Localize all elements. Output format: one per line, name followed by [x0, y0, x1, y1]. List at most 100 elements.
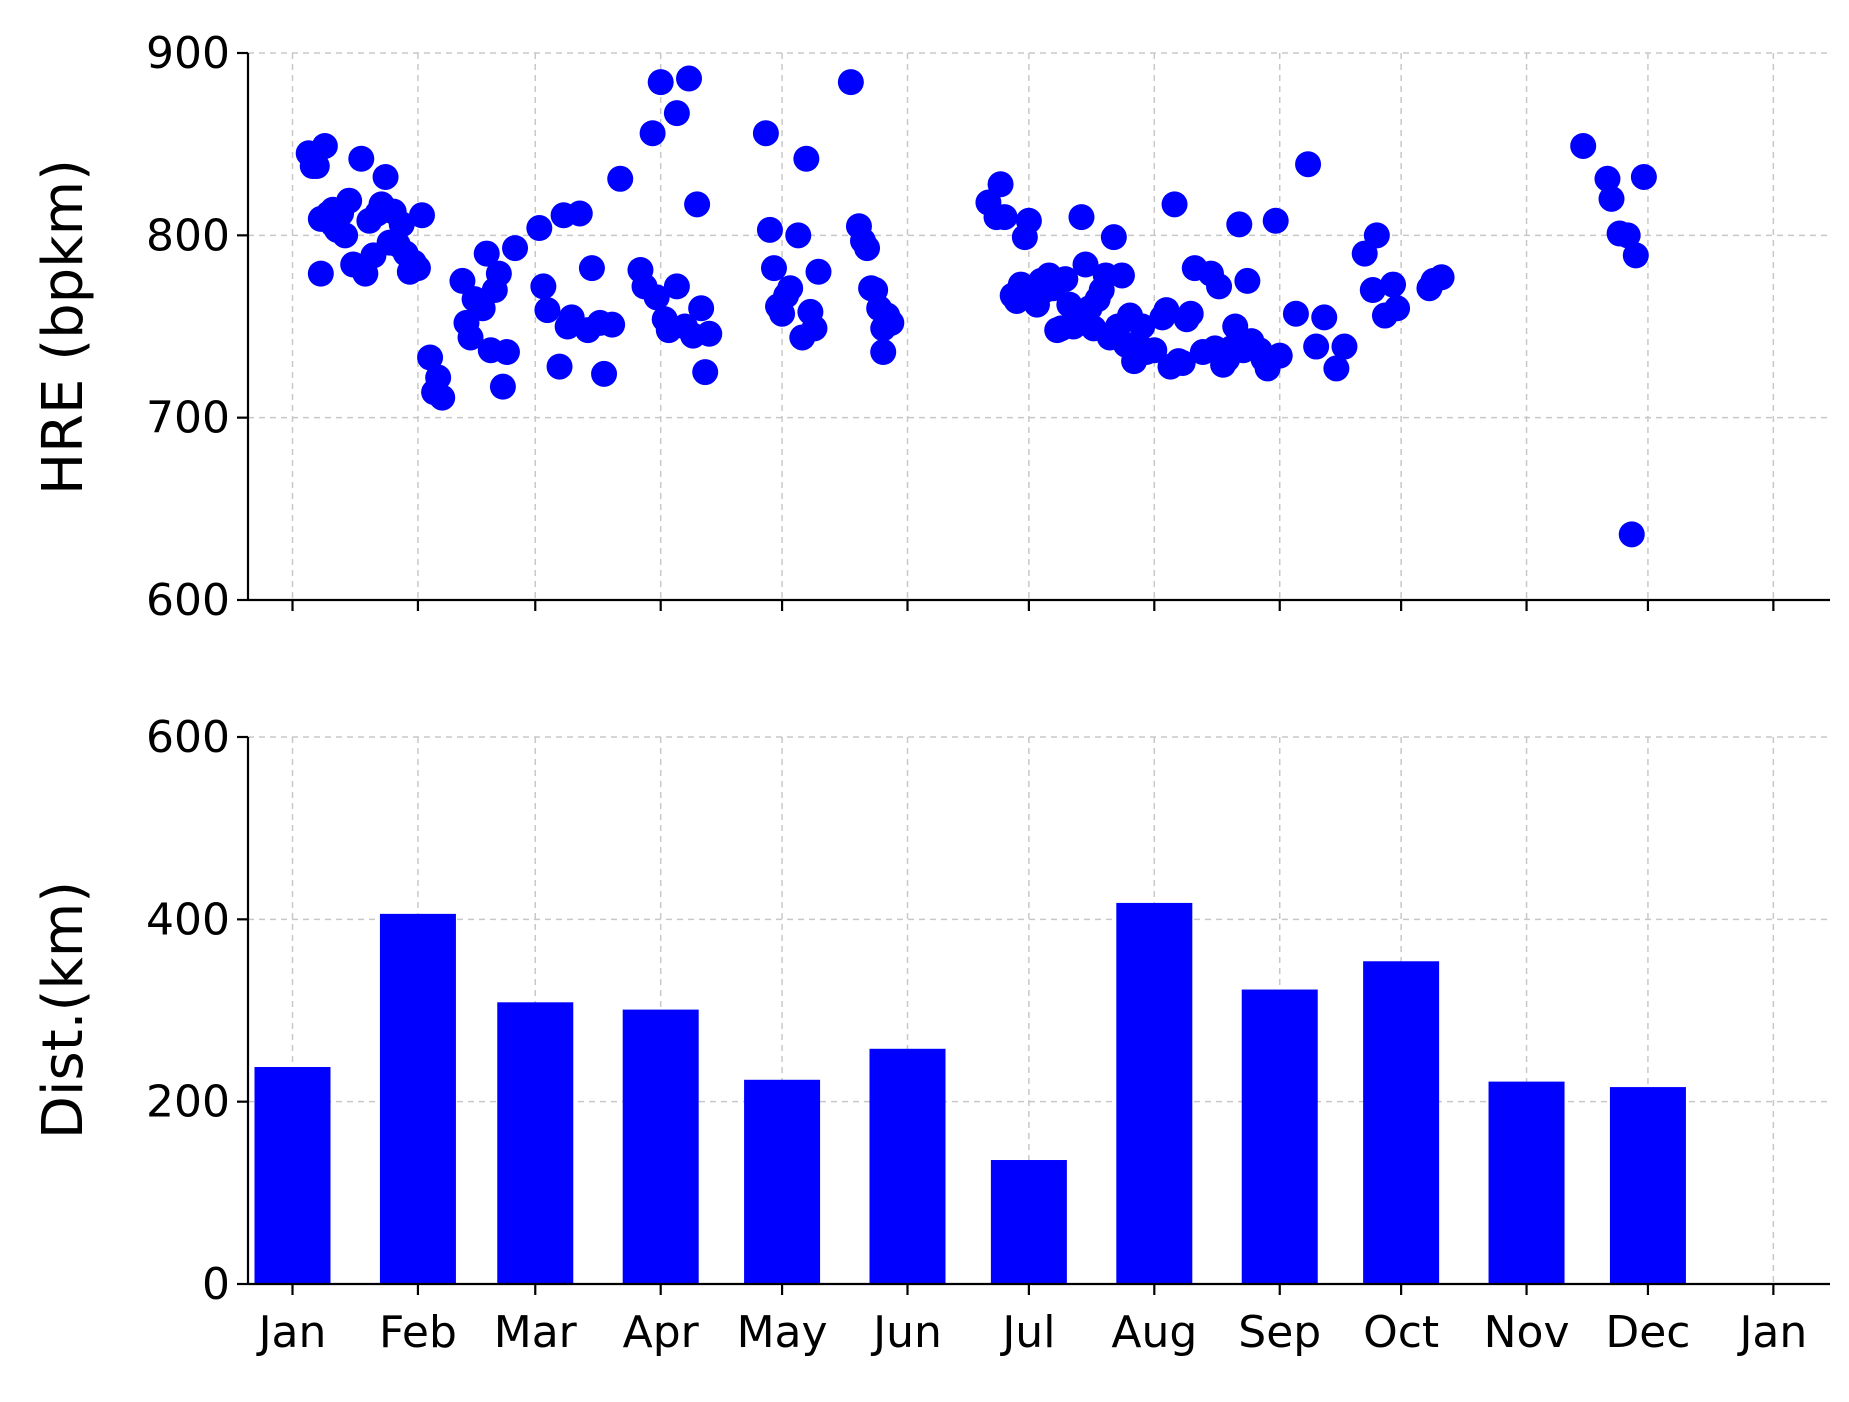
- scatter-point: [469, 295, 496, 322]
- distance-bar: [990, 1160, 1067, 1284]
- scatter-point: [348, 145, 375, 172]
- scatter-point: [1141, 337, 1168, 364]
- y-tick-label: 700: [146, 393, 230, 444]
- scatter-point: [1331, 333, 1358, 360]
- scatter-point: [1282, 300, 1309, 327]
- scatter-point: [534, 297, 561, 324]
- scatter-point: [1351, 240, 1378, 267]
- scatter-point: [991, 204, 1018, 231]
- scatter-point: [801, 315, 828, 342]
- scatter-point: [663, 100, 690, 127]
- x-tick-label: Jan: [1736, 1307, 1807, 1358]
- distance-bar: [379, 913, 456, 1284]
- distance-bar: [1116, 902, 1193, 1284]
- scatter-point: [591, 360, 618, 387]
- distance-bar: [1488, 1081, 1565, 1284]
- scatter-point: [1206, 273, 1233, 300]
- scatter-point: [1234, 267, 1261, 294]
- x-tick-label: Nov: [1484, 1307, 1570, 1358]
- distance-bar: [1363, 961, 1440, 1284]
- distance-bar: [869, 1048, 946, 1284]
- scatter-point: [404, 255, 431, 282]
- scatter-point: [311, 132, 338, 159]
- scatter-point: [546, 353, 573, 380]
- scatter-point: [837, 69, 864, 96]
- distance-bar: [622, 1009, 699, 1284]
- scatter-point: [1177, 300, 1204, 327]
- y-tick-label: 0: [202, 1259, 230, 1310]
- scatter-point: [1262, 207, 1289, 234]
- distance-bar-panel: 0 200 400 600 Jan Feb Mar Apr May Jun Jul Aug Sep Oct…: [31, 712, 1830, 1358]
- distance-bar: [1241, 989, 1318, 1284]
- scatter-point: [485, 260, 512, 287]
- scatter-point: [647, 69, 674, 96]
- scatter-point: [1161, 191, 1188, 218]
- x-tick-label: May: [737, 1307, 828, 1358]
- scatter-point: [1618, 521, 1645, 548]
- scatter-point: [1598, 185, 1625, 212]
- x-tick-label: Jun: [870, 1307, 942, 1358]
- scatter-point: [578, 255, 605, 282]
- scatter-point: [457, 324, 484, 351]
- distance-bar: [744, 1079, 821, 1284]
- scatter-point: [336, 187, 363, 214]
- scatter-point: [1630, 163, 1657, 190]
- y-axis-title: Dist.(km): [31, 881, 96, 1139]
- scatter-point: [688, 295, 715, 322]
- y-tick-label: 800: [146, 210, 230, 261]
- scatter-point: [388, 211, 415, 238]
- y-tick-label: 200: [146, 1077, 230, 1128]
- x-tick-label: Feb: [379, 1307, 457, 1358]
- scatter-point: [1015, 207, 1042, 234]
- scatter-point: [777, 275, 804, 302]
- scatter-point: [1303, 333, 1330, 360]
- scatter-point: [332, 222, 359, 249]
- scatter-point: [692, 359, 719, 386]
- y-tick-label: 400: [146, 894, 230, 945]
- scatter-point: [1594, 165, 1621, 192]
- scatter-point: [425, 364, 452, 391]
- y-tick-label: 900: [146, 28, 230, 79]
- scatter-point: [785, 222, 812, 249]
- x-tick-label: Mar: [494, 1307, 578, 1358]
- scatter-point: [1323, 355, 1350, 382]
- scatter-point: [987, 171, 1014, 198]
- scatter-point: [696, 320, 723, 347]
- scatter-point: [752, 120, 779, 147]
- scatter-point: [1052, 266, 1079, 293]
- scatter-point: [1169, 349, 1196, 376]
- scatter-point: [502, 235, 529, 262]
- scatter-point: [1614, 222, 1641, 249]
- scatter-point: [643, 284, 670, 311]
- scatter-point: [1311, 304, 1338, 331]
- scatter-point: [303, 153, 330, 180]
- scatter-point: [307, 260, 334, 287]
- x-tick-label: Sep: [1238, 1307, 1321, 1358]
- scatter-point: [1359, 277, 1386, 304]
- scatter-point: [530, 273, 557, 300]
- y-tick-label: 600: [146, 712, 230, 763]
- scatter-point: [805, 258, 832, 285]
- scatter-point: [639, 120, 666, 147]
- scatter-point: [756, 216, 783, 243]
- scatter-point: [599, 311, 626, 338]
- scatter-point: [473, 240, 500, 267]
- scatter-point: [417, 344, 444, 371]
- scatter-point: [760, 255, 787, 282]
- scatter-point: [607, 165, 634, 192]
- scatter-point: [1108, 262, 1135, 289]
- scatter-point: [1380, 271, 1407, 298]
- distance-bar: [497, 1002, 574, 1284]
- distance-bar: [254, 1067, 331, 1284]
- scatter-point: [449, 267, 476, 294]
- scatter-point: [526, 215, 553, 242]
- scatter-point: [429, 384, 456, 411]
- x-tick-label: Jul: [999, 1307, 1055, 1358]
- scatter-point: [408, 202, 435, 229]
- x-tick-label: Oct: [1363, 1307, 1439, 1358]
- scatter-point: [1153, 297, 1180, 324]
- scatter-point: [566, 200, 593, 227]
- scatter-point: [1100, 224, 1127, 251]
- scatter-point: [663, 273, 690, 300]
